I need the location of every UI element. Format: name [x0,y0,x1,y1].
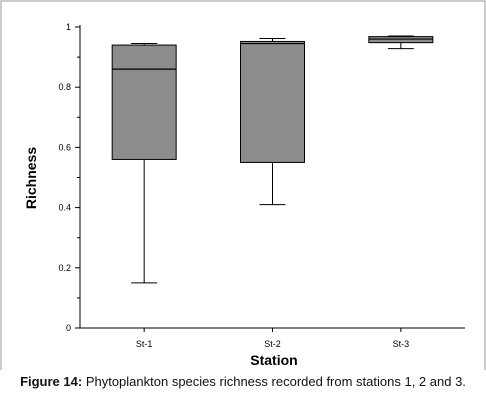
box-st-1 [111,44,177,160]
y-tick-label: 0 [66,323,71,333]
box-st-3 [368,36,434,44]
x-tick-label: St-2 [264,339,281,349]
x-axis-title: Station [250,352,297,368]
y-axis-title: Richness [23,147,39,209]
y-tick-label: 0.6 [58,142,71,152]
y-tick-label: 0.4 [58,203,71,213]
box-st-2 [240,40,305,163]
caption-text: Phytoplankton species richness recorded … [85,374,466,389]
y-tick-label: 0.2 [58,263,71,273]
y-tick-label: 0.8 [58,82,71,92]
figure-caption: Figure 14: Phytoplankton species richnes… [0,374,486,389]
y-tick-label: 1 [66,22,71,32]
x-tick-label: St-1 [136,339,153,349]
x-tick-label: St-3 [393,339,410,349]
caption-label: Figure 14: [20,374,83,389]
